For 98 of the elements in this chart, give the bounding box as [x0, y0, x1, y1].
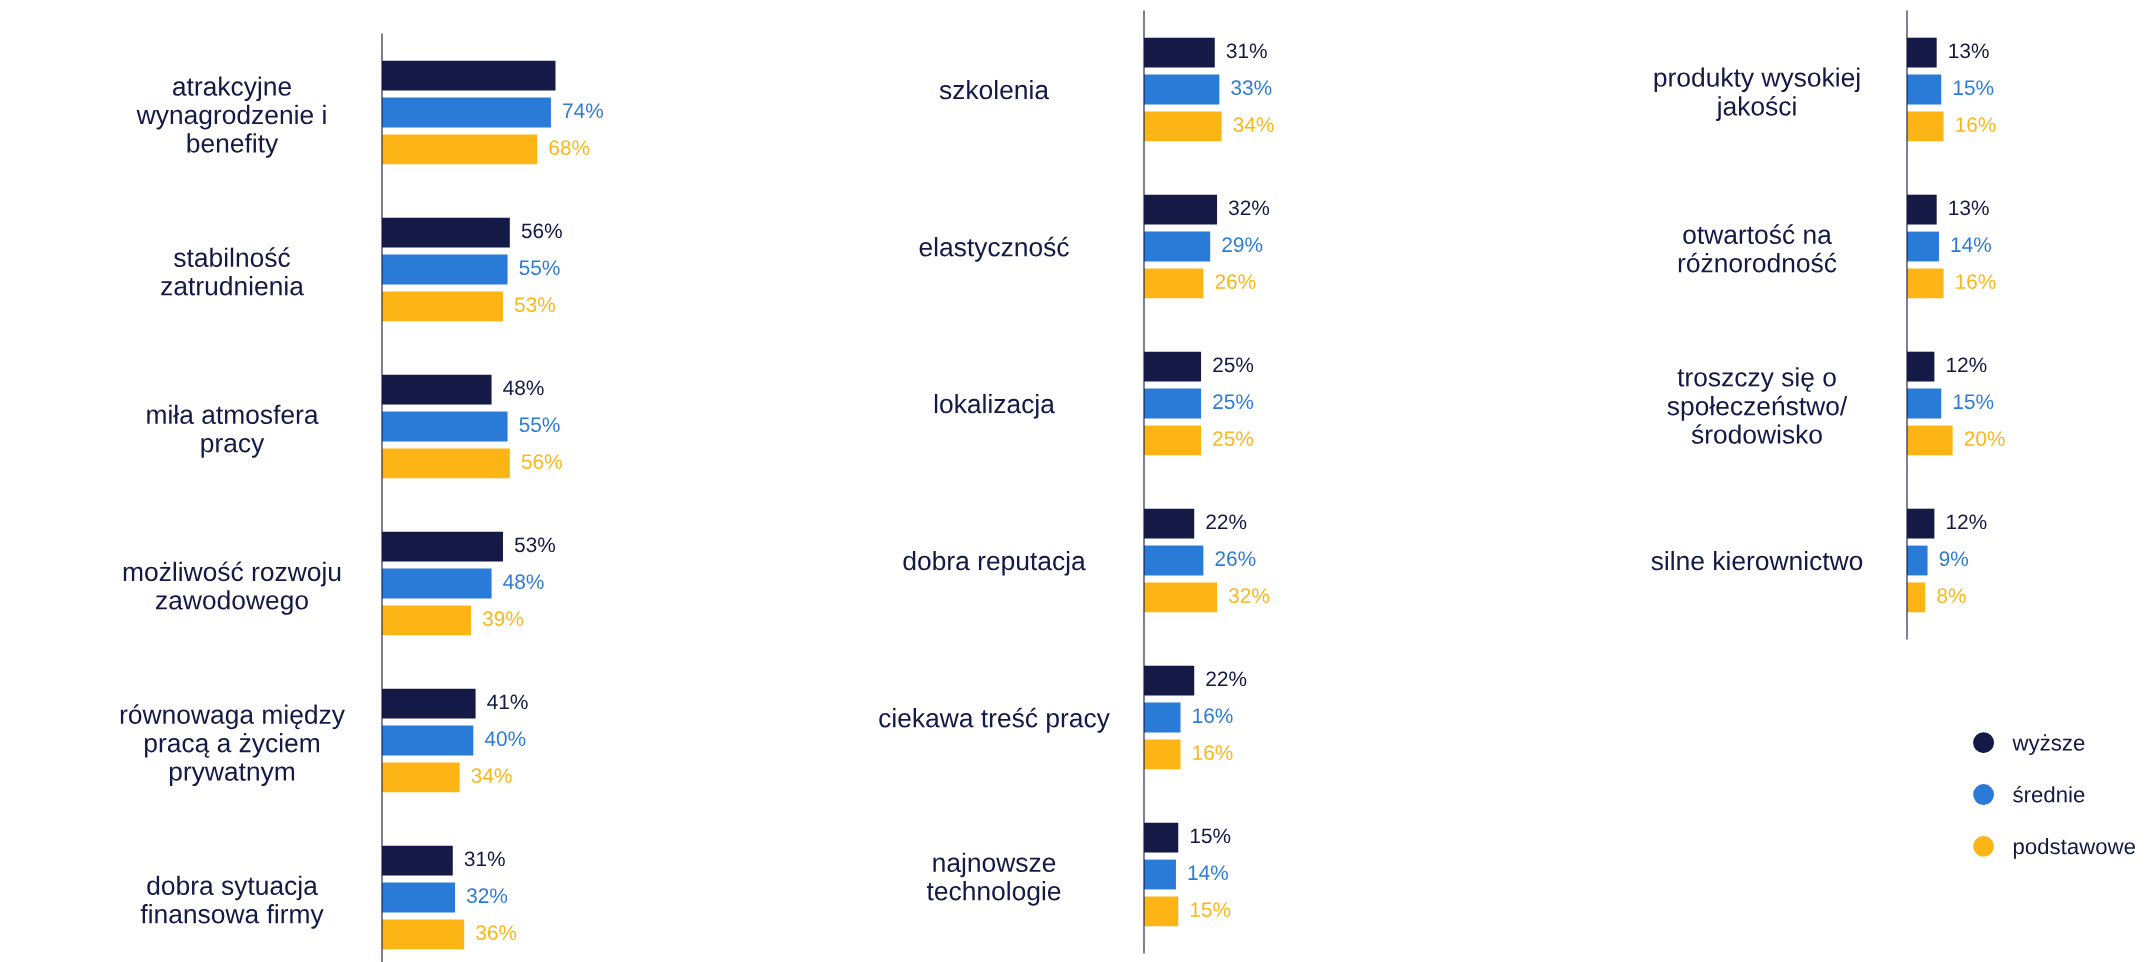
data-label: 12%	[1947, 514, 1987, 530]
data-label: 15%	[1953, 394, 1994, 410]
data-label: 34%	[1233, 117, 1274, 132]
bar	[1907, 545, 1928, 576]
y-tick-label: atrakcyjne wynagrodzenie i benefity	[136, 76, 326, 158]
data-label: 14%	[1951, 237, 1992, 253]
bar	[382, 762, 460, 793]
data-label: 48%	[503, 380, 544, 396]
bar	[1144, 582, 1218, 613]
y-tick-label: troszczy się o społeczeństwo/ środowisko	[1667, 367, 1848, 444]
bar	[1907, 582, 1926, 613]
bar	[1907, 425, 1953, 456]
bar	[1144, 739, 1181, 770]
bar	[1144, 74, 1220, 105]
data-label: 15%	[1190, 828, 1231, 844]
bar	[382, 725, 474, 756]
y-tick-label: elastyczność	[919, 236, 1069, 262]
data-label: 9%	[1939, 551, 1969, 567]
data-label: 55%	[519, 417, 560, 433]
data-label: 26%	[1215, 551, 1256, 567]
y-tick-label: lokalizacja	[934, 393, 1055, 419]
bar	[1144, 859, 1176, 890]
data-label: 25%	[1213, 357, 1254, 373]
data-label: 22%	[1206, 671, 1247, 687]
data-label: 56%	[521, 223, 562, 239]
bar	[382, 134, 538, 165]
legend-label: średnie	[2013, 785, 2085, 803]
legend-label: podstawowe	[2013, 838, 2136, 859]
bar	[1144, 268, 1204, 299]
bar	[382, 448, 510, 479]
y-tick-label: szkolenia	[939, 79, 1050, 100]
data-label: 8%	[1937, 588, 1966, 603]
data-label: 48%	[503, 574, 544, 590]
y-tick-label: miła atmosfera pracy	[147, 404, 319, 458]
bar	[382, 411, 508, 442]
data-label: 56%	[521, 454, 562, 469]
y-tick-label: otwartość na różnorodność	[1678, 224, 1837, 273]
data-label: 55%	[519, 260, 560, 276]
data-label: 26%	[1215, 274, 1256, 289]
data-label: 16%	[1193, 708, 1233, 724]
bar	[382, 97, 551, 128]
data-label: 40%	[484, 731, 526, 747]
data-label: 32%	[466, 888, 508, 904]
bar	[1907, 111, 1944, 142]
y-tick-label: produkty wysokiej jakości	[1654, 67, 1860, 121]
data-label: 14%	[1188, 865, 1229, 881]
bar	[382, 605, 472, 636]
data-label: 33%	[1231, 80, 1272, 96]
bar	[1144, 545, 1204, 576]
bar	[1907, 268, 1944, 299]
bar	[382, 254, 508, 285]
bar	[1144, 231, 1211, 262]
data-label: 13%	[1949, 200, 1989, 216]
data-label: 32%	[1228, 588, 1270, 603]
bar	[1907, 231, 1939, 262]
data-label: 15%	[1953, 80, 1994, 96]
data-label: 15%	[1190, 902, 1231, 917]
y-tick-label: dobra reputacja	[903, 550, 1086, 576]
data-label: 13%	[1949, 43, 1989, 59]
bar	[1144, 425, 1202, 456]
bar	[1144, 702, 1181, 733]
data-label: 36%	[476, 925, 517, 940]
bar	[1907, 388, 1942, 419]
data-label: 41%	[487, 694, 528, 710]
bar	[1144, 388, 1202, 419]
data-label: 16%	[1193, 745, 1233, 760]
legend-label: wyższe	[2012, 734, 2085, 756]
bar	[1144, 111, 1222, 142]
bar	[382, 568, 492, 599]
data-label: 16%	[1956, 117, 1996, 132]
bar	[382, 919, 465, 950]
data-label: 68%	[549, 140, 590, 155]
data-label: 34%	[471, 768, 512, 783]
data-label: 22%	[1206, 514, 1247, 530]
data-label: 16%	[1956, 274, 1996, 289]
data-label: 74%	[563, 103, 603, 119]
data-label: 31%	[464, 851, 505, 867]
y-tick-label: możliwość rozwoju zawodowego	[123, 561, 341, 615]
data-label: 20%	[1964, 431, 2005, 446]
data-label: 39%	[482, 611, 524, 626]
bar	[382, 291, 503, 322]
data-label: 25%	[1213, 394, 1254, 410]
data-label: 53%	[514, 537, 556, 553]
y-tick-label: równowaga między pracą a życiem prywatnym	[120, 704, 345, 787]
data-label: 29%	[1222, 237, 1263, 253]
data-label: 12%	[1947, 357, 1987, 373]
bar	[1907, 74, 1942, 105]
y-tick-label: dobra sytuacja finansowa firmy	[140, 875, 324, 929]
bar	[382, 882, 456, 913]
y-tick-label: silne kierownictwo	[1651, 550, 1863, 571]
data-label: 53%	[514, 297, 556, 312]
data-label: 31%	[1226, 43, 1267, 59]
y-tick-label: stabilność zatrudnienia	[161, 247, 304, 296]
data-label: 32%	[1228, 200, 1270, 216]
bar	[1144, 896, 1179, 927]
y-tick-label: ciekawa treść pracy	[879, 707, 1110, 733]
data-label: 25%	[1213, 431, 1254, 446]
y-tick-label: najnowsze technologie	[926, 852, 1061, 906]
